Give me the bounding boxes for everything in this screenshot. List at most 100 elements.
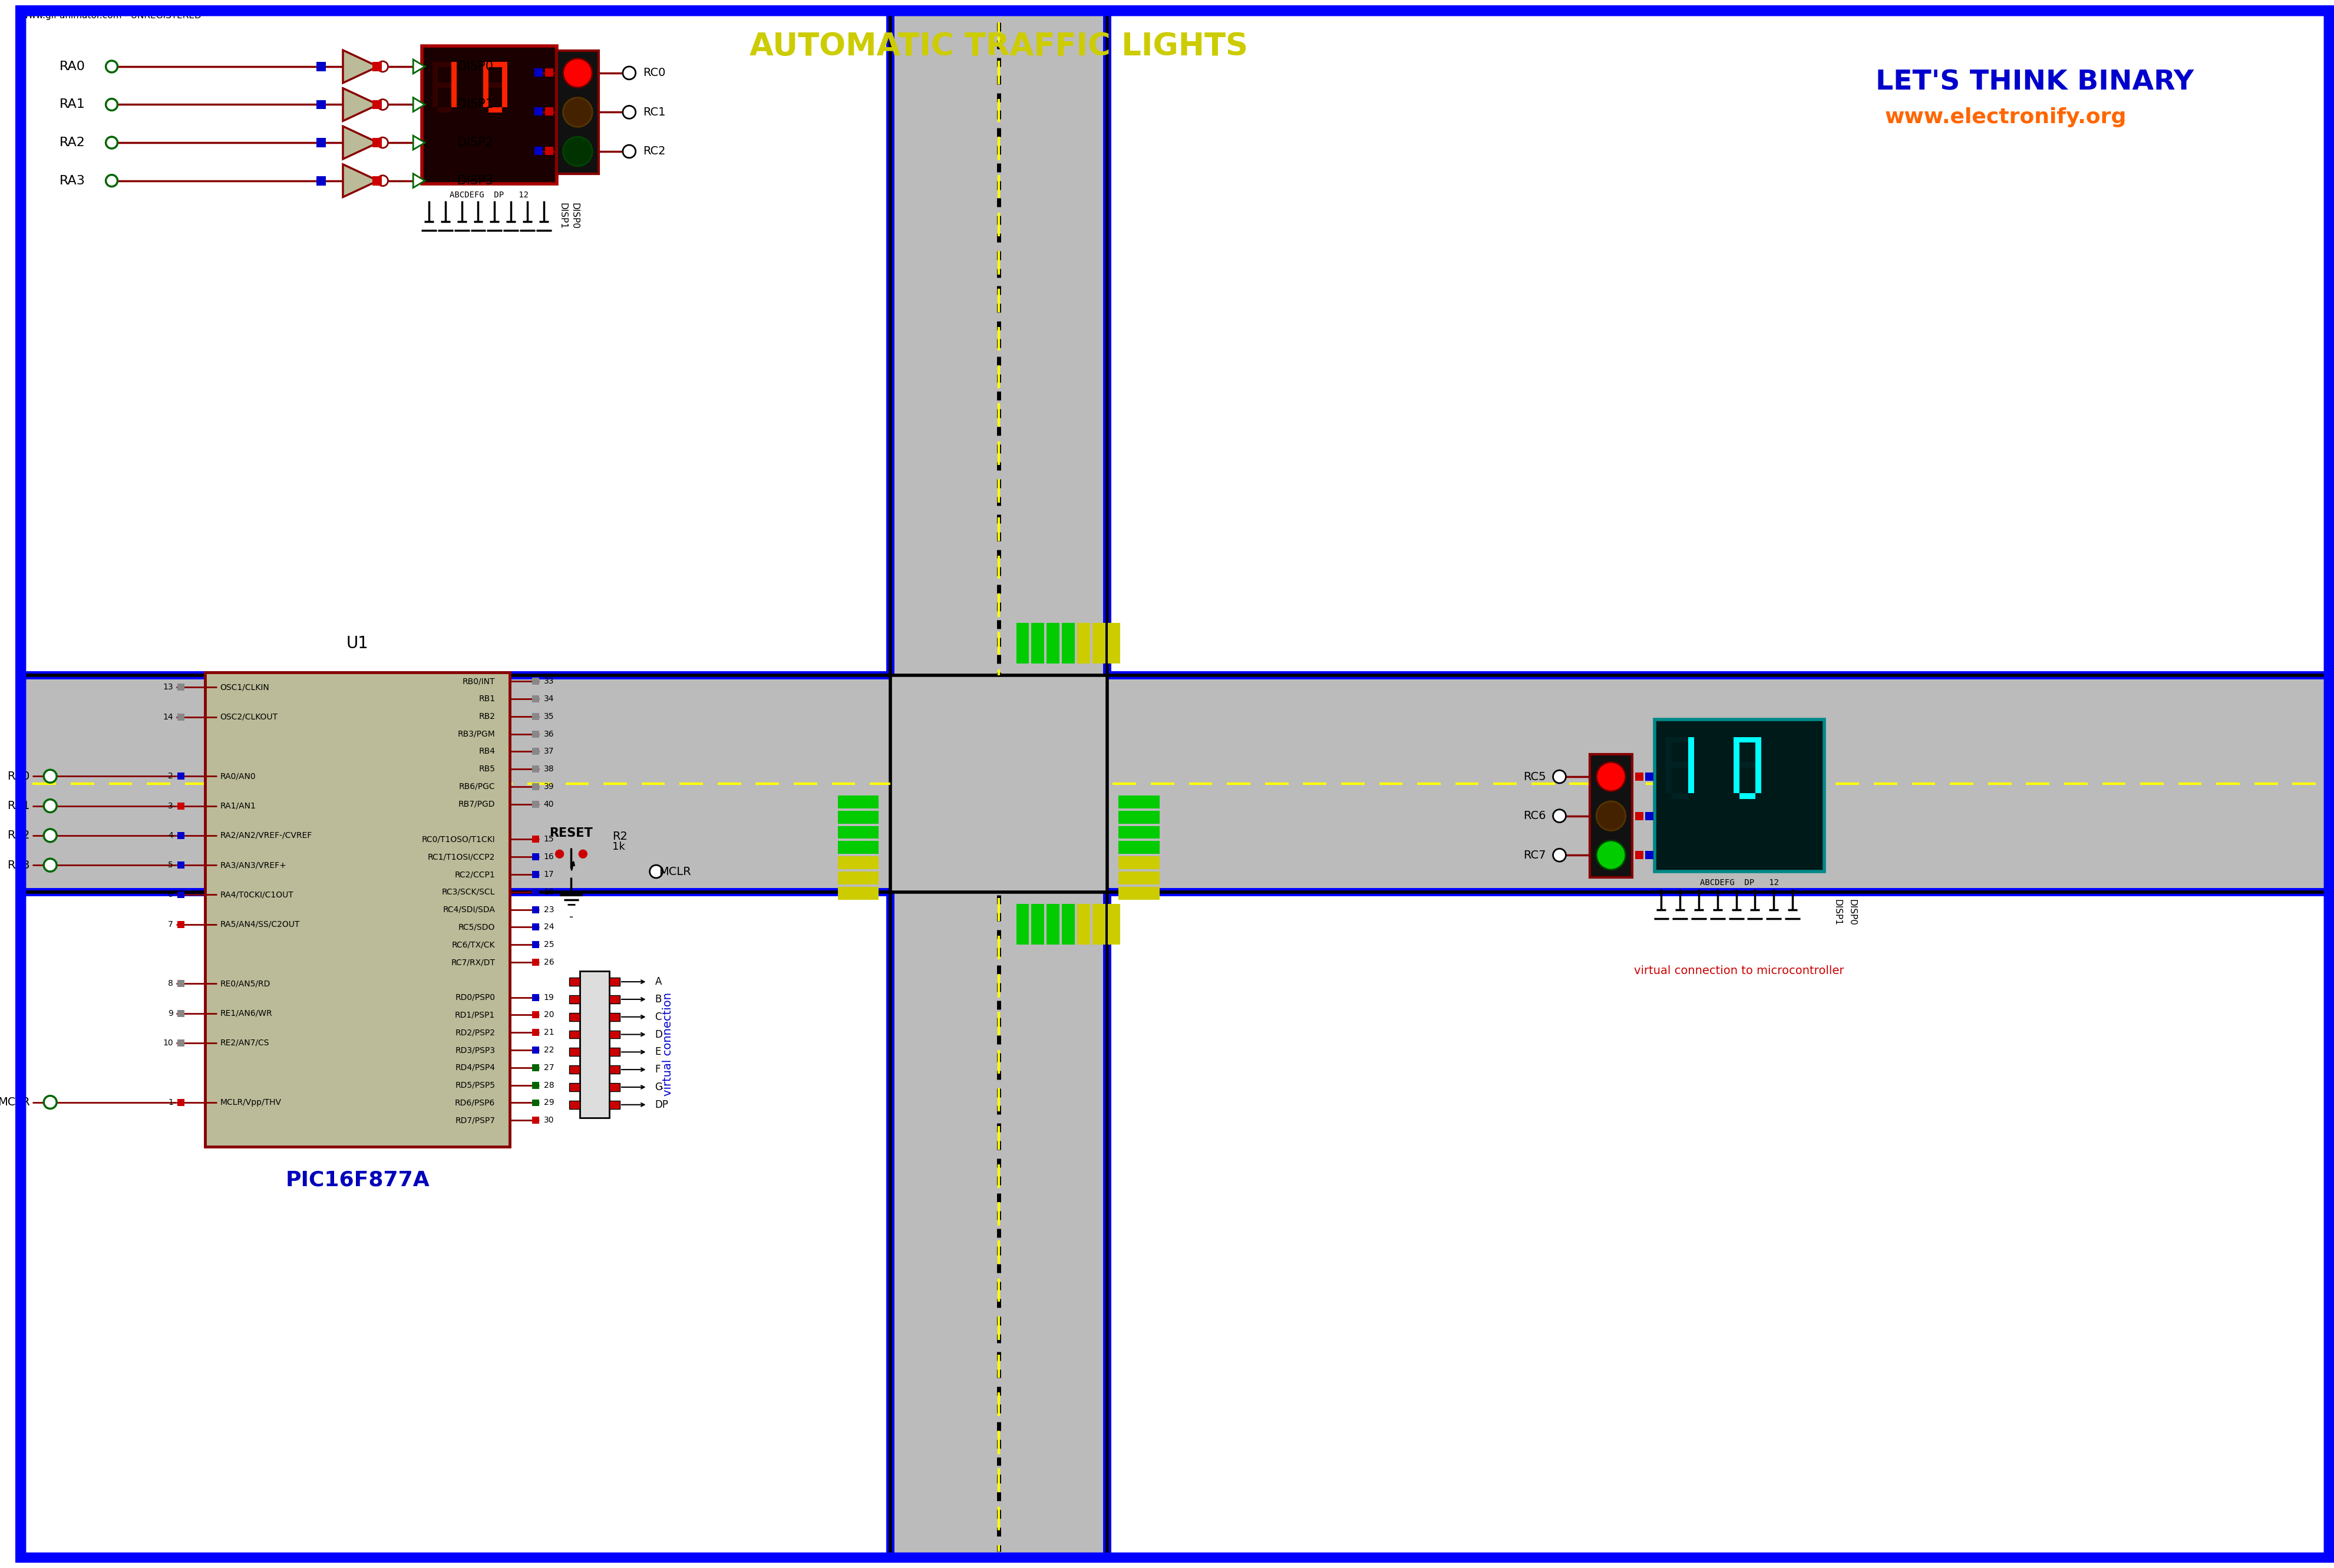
Text: 8: 8 <box>168 980 173 988</box>
Text: RA3/AN3/VREF+: RA3/AN3/VREF+ <box>219 861 287 869</box>
Bar <box>177 713 184 720</box>
Text: LET'S THINK BINARY: LET'S THINK BINARY <box>1877 69 2194 96</box>
Bar <box>532 801 539 808</box>
Bar <box>569 1083 581 1091</box>
Text: ABCDEFG  DP   12: ABCDEFG DP 12 <box>1699 878 1779 887</box>
Bar <box>439 108 450 113</box>
Bar <box>838 856 878 869</box>
Text: RC7: RC7 <box>1524 850 1545 861</box>
Bar <box>1032 622 1043 663</box>
Bar <box>450 61 457 85</box>
Text: AUTOMATIC TRAFFIC LIGHTS: AUTOMATIC TRAFFIC LIGHTS <box>749 31 1249 63</box>
Bar <box>422 45 555 183</box>
Bar <box>483 85 488 108</box>
Bar <box>838 887 878 900</box>
Bar <box>439 83 450 88</box>
Text: A: A <box>656 977 661 988</box>
Text: U1: U1 <box>345 635 369 652</box>
Circle shape <box>44 829 56 842</box>
Circle shape <box>378 99 387 110</box>
Bar <box>1645 851 1652 859</box>
Bar <box>532 731 539 737</box>
Bar <box>838 811 878 823</box>
Bar <box>532 1029 539 1036</box>
Circle shape <box>105 136 117 149</box>
Bar <box>838 872 878 884</box>
Bar <box>177 861 184 869</box>
Bar <box>1636 812 1643 820</box>
Circle shape <box>579 850 588 858</box>
Text: 36: 36 <box>544 729 553 739</box>
Text: 23: 23 <box>544 905 553 914</box>
Bar <box>569 1066 581 1074</box>
Text: 6: 6 <box>168 891 173 898</box>
Text: 40: 40 <box>544 800 553 809</box>
Bar <box>317 61 327 71</box>
Circle shape <box>44 800 56 812</box>
Bar <box>532 695 539 702</box>
Bar <box>177 1040 184 1046</box>
Bar <box>609 1066 621 1074</box>
Bar <box>1062 903 1074 944</box>
Circle shape <box>44 1096 56 1109</box>
Bar <box>544 147 553 155</box>
Text: RB5: RB5 <box>478 765 495 773</box>
Bar <box>532 677 539 685</box>
Text: www.gif-animator.com - UNREGISTERED: www.gif-animator.com - UNREGISTERED <box>21 11 201 20</box>
Circle shape <box>105 61 117 72</box>
Bar <box>177 891 184 898</box>
Text: RD7/PSP7: RD7/PSP7 <box>455 1116 495 1124</box>
Text: OSC2/CLKOUT: OSC2/CLKOUT <box>219 713 278 721</box>
Text: RC2/CCP1: RC2/CCP1 <box>455 870 495 878</box>
Bar <box>532 1011 539 1019</box>
Bar <box>532 853 539 861</box>
Text: RC1: RC1 <box>642 107 665 118</box>
Bar <box>609 996 621 1004</box>
Text: RA2: RA2 <box>7 829 30 840</box>
Bar <box>532 836 539 844</box>
Bar <box>1636 773 1643 781</box>
Bar <box>609 1083 621 1091</box>
Bar <box>532 1082 539 1088</box>
Text: RD2/PSP2: RD2/PSP2 <box>455 1029 495 1036</box>
Polygon shape <box>413 174 425 188</box>
Circle shape <box>1596 801 1624 831</box>
Bar <box>609 1101 621 1109</box>
Text: 30: 30 <box>544 1116 553 1124</box>
Text: RC5/SDO: RC5/SDO <box>457 924 495 931</box>
Bar <box>1062 622 1074 663</box>
Text: RB6/PGC: RB6/PGC <box>460 782 495 790</box>
Bar <box>1687 765 1694 793</box>
Bar <box>569 978 581 986</box>
Circle shape <box>378 138 387 147</box>
Bar <box>532 889 539 895</box>
Bar <box>532 994 539 1000</box>
Bar <box>1755 737 1762 765</box>
Bar <box>1118 811 1160 823</box>
Bar <box>569 996 581 1004</box>
Text: 18: 18 <box>544 887 553 897</box>
Bar <box>1118 840 1160 855</box>
Bar <box>1734 737 1739 765</box>
Text: RC3/SCK/SCL: RC3/SCK/SCL <box>441 887 495 897</box>
Bar <box>532 1099 539 1107</box>
Polygon shape <box>343 165 378 198</box>
Text: DISP1: DISP1 <box>457 99 492 110</box>
Bar <box>532 941 539 949</box>
Text: 29: 29 <box>544 1099 553 1107</box>
Text: 15: 15 <box>544 836 553 844</box>
Bar <box>488 108 502 113</box>
Bar <box>1015 903 1029 944</box>
Bar <box>1645 812 1652 820</box>
Bar <box>177 920 184 928</box>
Text: RD4/PSP4: RD4/PSP4 <box>455 1063 495 1073</box>
Circle shape <box>1552 848 1566 861</box>
Text: F: F <box>656 1065 661 1076</box>
Bar <box>532 765 539 773</box>
Text: PIC16F877A: PIC16F877A <box>285 1170 429 1190</box>
Bar <box>1671 793 1687 800</box>
Bar <box>177 1099 184 1105</box>
Text: RC7/RX/DT: RC7/RX/DT <box>450 958 495 966</box>
Text: RA3: RA3 <box>7 859 30 870</box>
Circle shape <box>562 58 593 88</box>
